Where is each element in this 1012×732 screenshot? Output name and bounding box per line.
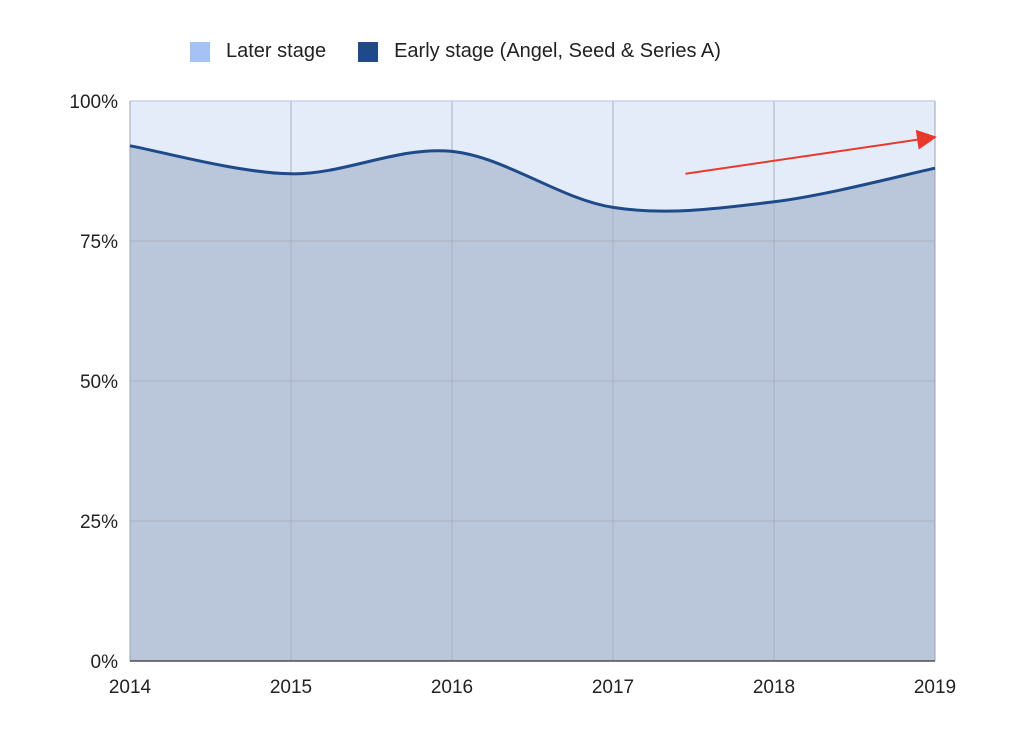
legend-label-later-stage: Later stage <box>226 40 327 62</box>
legend-item-later-stage: Later stage <box>190 40 326 63</box>
x-tick-label: 2014 <box>109 677 152 698</box>
legend-item-early-stage: Early stage (Angel, Seed & Series A) <box>358 40 721 63</box>
legend-swatch-later-stage <box>190 41 210 62</box>
x-tick-label: 2015 <box>270 677 312 698</box>
y-tick-label: 25% <box>80 512 118 533</box>
legend-label-early-stage: Early stage (Angel, Seed & Series A) <box>394 40 721 62</box>
x-tick-label: 2018 <box>753 677 795 698</box>
y-tick-label: 0% <box>91 652 119 673</box>
legend: Later stage Early stage (Angel, Seed & S… <box>190 40 753 63</box>
trend-arrow <box>685 129 937 175</box>
y-tick-label: 75% <box>80 232 118 253</box>
x-tick-label: 2016 <box>431 677 473 698</box>
legend-swatch-early-stage <box>358 41 379 62</box>
y-tick-label: 100% <box>69 92 118 113</box>
early-stage-line <box>129 144 936 213</box>
y-tick-label: 50% <box>80 372 118 393</box>
early-stage-area <box>130 145 935 662</box>
x-tick-label: 2019 <box>914 677 956 698</box>
x-tick-label: 2017 <box>592 677 634 698</box>
